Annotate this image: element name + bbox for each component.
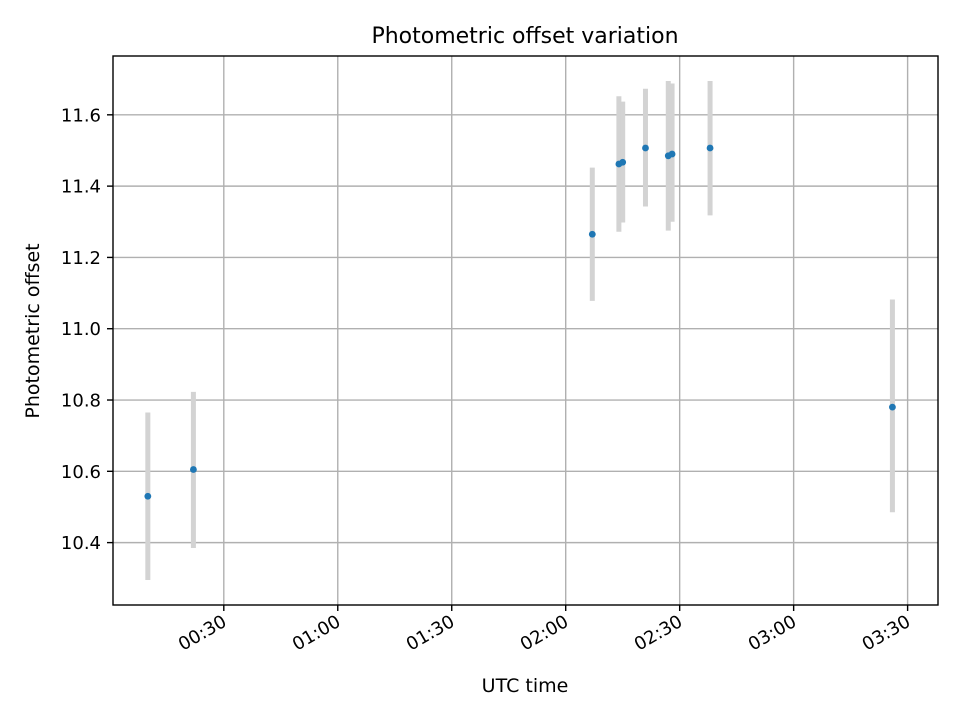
data-point: [144, 492, 152, 500]
x-tick-label: 02:30: [631, 611, 686, 655]
y-tick-label: 11.0: [61, 319, 101, 340]
chart-title: Photometric offset variation: [371, 24, 678, 49]
y-axis-label: Photometric offset: [22, 243, 44, 418]
x-tick-label: 01:00: [289, 611, 344, 655]
x-tick-label: 00:30: [175, 611, 230, 655]
x-tick-label: 03:30: [859, 611, 914, 655]
data-point: [889, 403, 896, 411]
data-point: [668, 150, 676, 158]
errorbar-layer: [145, 80, 895, 581]
point-layer: [144, 144, 896, 500]
y-tick-label: 10.6: [61, 462, 101, 483]
x-tick-label: 01:30: [403, 611, 458, 655]
y-tick-label: 11.2: [61, 248, 101, 269]
y-tick-label: 11.4: [61, 177, 101, 198]
data-point: [588, 230, 596, 238]
data-point: [619, 158, 627, 166]
plot-frame: [112, 55, 939, 606]
y-tick-label: 11.6: [61, 105, 101, 126]
data-point: [642, 144, 649, 152]
data-point: [190, 466, 197, 473]
tick-layer: 10.4 10.6 10.8 11.0 11.2 11.4 11.6 00:30 01:00 01…: [61, 105, 914, 655]
x-axis-label: UTC time: [482, 675, 569, 697]
y-tick-label: 10.8: [61, 391, 101, 412]
grid-layer: [113, 56, 938, 605]
x-tick-label: 03:00: [745, 611, 800, 655]
x-tick-label: 02:00: [517, 611, 572, 655]
y-tick-label: 10.4: [61, 533, 101, 554]
data-point: [706, 144, 714, 152]
